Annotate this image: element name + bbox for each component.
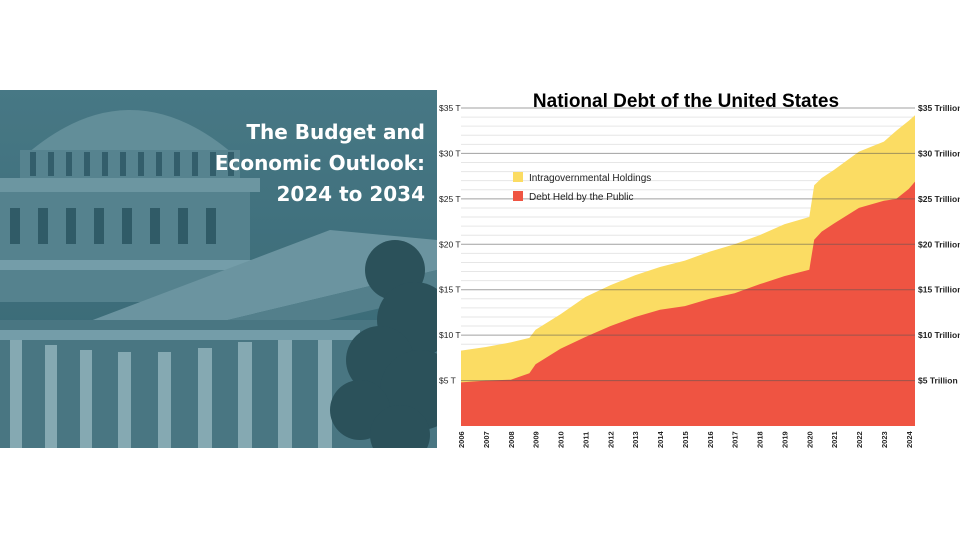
- major-grid-lines: [461, 107, 915, 382]
- report-title-line: The Budget and: [246, 120, 425, 144]
- x-tick-label: 2024: [905, 430, 914, 448]
- series-area-1: [461, 181, 915, 426]
- y-tick-label-right: $15 Trillion: [918, 285, 960, 295]
- x-tick-label: 2008: [507, 431, 516, 448]
- y-axis-right: $5 Trillion $10 Trillion $15 Trillion $20 T…: [918, 103, 960, 386]
- y-tick-label-right: $25 Trillion: [918, 194, 960, 204]
- x-tick-label: 2018: [756, 431, 765, 448]
- x-tick-label: 2014: [656, 430, 665, 448]
- report-title-line: 2024 to 2034: [276, 182, 425, 206]
- x-axis: 2006 2007 2008 2009 2010 2011 2012 2013 2014 2015…: [457, 430, 914, 448]
- x-tick-label: 2013: [631, 431, 640, 448]
- x-tick-label: 2011: [581, 432, 590, 448]
- legend-label: Debt Held by the Public: [529, 192, 634, 203]
- x-tick-label: 2010: [557, 431, 566, 448]
- x-tick-label: 2022: [855, 431, 864, 448]
- y-tick-label-left: $5 T: [439, 376, 456, 386]
- y-tick-label-left: $10 T: [439, 330, 461, 340]
- x-tick-label: 2007: [482, 431, 491, 448]
- y-tick-label-right: $30 Trillion: [918, 148, 960, 158]
- y-tick-label-left: $35 T: [439, 103, 461, 113]
- y-tick-label-left: $30 T: [439, 148, 461, 158]
- legend-swatch: [513, 191, 523, 201]
- report-title-line: Economic Outlook:: [214, 151, 425, 175]
- x-tick-label: 2016: [706, 431, 715, 448]
- chart-title: National Debt of the United States: [533, 91, 839, 112]
- area-series: [461, 115, 915, 427]
- y-tick-label-right: $10 Trillion: [918, 330, 960, 340]
- national-debt-chart: National Debt of the United States $5 T$…: [439, 91, 960, 448]
- report-cover-panel: The Budget and Economic Outlook: 2024 to…: [0, 90, 437, 448]
- y-tick-label-right: $5 Trillion: [918, 376, 958, 386]
- x-tick-label: 2017: [731, 431, 740, 448]
- y-tick-label-right: $20 Trillion: [918, 239, 960, 249]
- x-tick-label: 2019: [780, 431, 789, 448]
- x-tick-label: 2020: [805, 431, 814, 448]
- y-axis-left: $5 T $10 T $15 T $20 T $25 T $30 T $35 T: [439, 103, 461, 386]
- y-tick-label-right: $35 Trillion: [918, 103, 960, 113]
- x-tick-label: 2012: [606, 431, 615, 448]
- x-tick-label: 2023: [880, 431, 889, 448]
- y-tick-label-left: $20 T: [439, 239, 461, 249]
- x-tick-label: 2015: [681, 431, 690, 448]
- y-tick-label-left: $15 T: [439, 285, 461, 295]
- x-tick-label: 2021: [830, 431, 839, 448]
- legend-label: Intragovernmental Holdings: [529, 173, 651, 184]
- legend: Intragovernmental Holdings Debt Held by t…: [513, 172, 651, 203]
- x-tick-label: 2009: [532, 431, 541, 448]
- report-title: The Budget and Economic Outlook: 2024 to…: [125, 117, 425, 210]
- y-tick-label-left: $25 T: [439, 194, 461, 204]
- legend-swatch: [513, 172, 523, 182]
- capitol-building-illustration: [0, 90, 437, 448]
- x-tick-label: 2006: [457, 431, 466, 448]
